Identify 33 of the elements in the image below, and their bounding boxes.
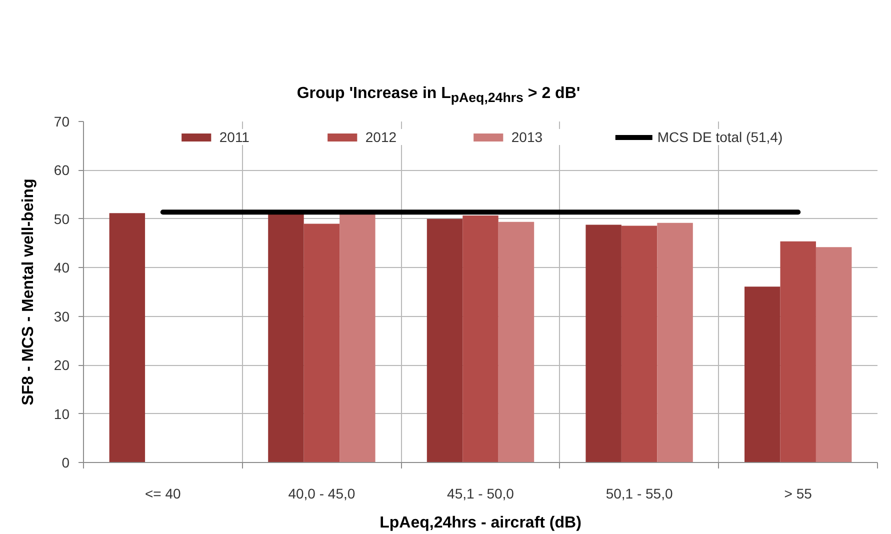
- y-tick-label: 10: [54, 406, 70, 422]
- bar: [268, 214, 304, 462]
- y-tick-label: 60: [54, 162, 70, 178]
- bar: [109, 213, 146, 462]
- x-tick-label: <= 40: [144, 486, 182, 502]
- x-tick-label: 40,0 - 45,0: [288, 486, 356, 502]
- x-tick-label: > 55: [784, 486, 812, 502]
- y-tick-label: 0: [62, 454, 70, 470]
- y-tick-label: 50: [54, 210, 70, 227]
- bar: [340, 214, 376, 462]
- y-tick-label: 20: [54, 357, 70, 374]
- bar: [462, 216, 498, 462]
- legend-label: 2012: [365, 129, 398, 145]
- y-axis-title: SF8 - MCS - Mental well-being: [20, 178, 37, 406]
- y-tick-label: 30: [54, 308, 70, 324]
- bar: [657, 222, 693, 462]
- y-tick-label: 40: [54, 260, 70, 276]
- bar: [744, 286, 780, 462]
- legend-label: MCS DE total (51,4): [657, 129, 783, 145]
- legend-label: 2011: [219, 129, 250, 145]
- chart-title: Group 'Increase in L$_{pAeq,24hrs}$ > 2 dB': [296, 84, 582, 108]
- y-tick-label: 70: [54, 114, 70, 130]
- bar: [780, 241, 816, 462]
- x-axis-title: LpAeq,24hrs - aircraft (dB): [380, 514, 582, 532]
- legend-label: 2013: [511, 129, 544, 145]
- bar: [498, 222, 534, 462]
- bar: [621, 226, 658, 462]
- x-tick-label: 45,1 - 50,0: [447, 486, 514, 502]
- bar: [816, 247, 852, 462]
- bar: [586, 224, 622, 462]
- x-tick-label: 50,1 - 55,0: [606, 486, 673, 502]
- bar: [426, 218, 463, 462]
- bar: [304, 224, 340, 462]
